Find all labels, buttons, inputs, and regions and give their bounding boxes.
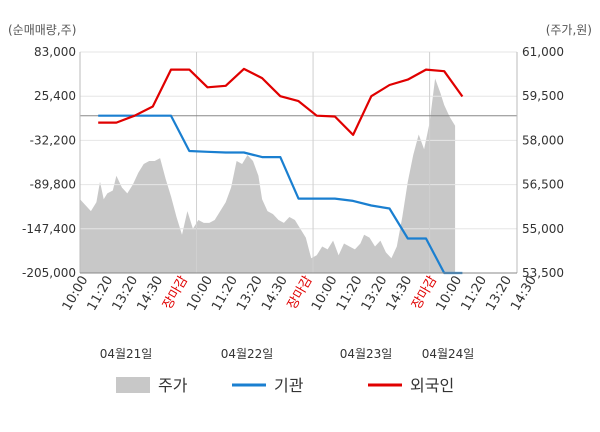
institution-line bbox=[98, 114, 463, 275]
legend-label: 외국인 bbox=[410, 376, 454, 395]
date-label: 04월24일 bbox=[422, 347, 475, 361]
x-tick-label: 14:30 bbox=[135, 274, 167, 314]
y-left-tick-label: -32,200 bbox=[30, 133, 76, 147]
y-left-tick-label: -89,800 bbox=[30, 178, 76, 192]
price-area-group bbox=[80, 78, 456, 273]
y-right-tick-label: 58,000 bbox=[522, 133, 564, 147]
y-right-unit-label: (주가,원) bbox=[546, 23, 592, 37]
date-label: 04월22일 bbox=[221, 347, 274, 361]
x-tick-label: 14:30 bbox=[384, 273, 416, 313]
y-right-tick-label: 61,000 bbox=[522, 45, 564, 59]
y-right-tick-label: 55,000 bbox=[522, 222, 564, 236]
legend-label: 주가 bbox=[158, 376, 188, 395]
y-left-tick-label: 83,000 bbox=[34, 45, 76, 59]
price-area-series bbox=[80, 78, 456, 273]
date-label: 04월21일 bbox=[100, 347, 153, 361]
y-left-tick-label: -147,400 bbox=[22, 222, 76, 236]
y-left-tick-label: -205,000 bbox=[22, 266, 76, 280]
y-left-tick-label: 25,400 bbox=[34, 89, 76, 103]
x-tick-label: 14:30 bbox=[259, 274, 291, 314]
legend-swatch-price bbox=[116, 377, 150, 393]
series-lines-group bbox=[98, 67, 464, 275]
foreign-line bbox=[98, 67, 464, 136]
axes-group bbox=[79, 52, 518, 274]
date-label: 04월23일 bbox=[340, 347, 393, 361]
y-right-tick-label: 59,500 bbox=[522, 89, 564, 103]
y-left-unit-label: (순매매량,주) bbox=[8, 23, 76, 37]
y-right-tick-label: 53,500 bbox=[522, 266, 564, 280]
legend: 주가 기관 외국인 bbox=[116, 376, 454, 395]
x-tick-label: 14:30 bbox=[508, 273, 540, 313]
legend-label: 기관 bbox=[274, 376, 304, 395]
y-right-tick-label: 56,500 bbox=[522, 178, 564, 192]
